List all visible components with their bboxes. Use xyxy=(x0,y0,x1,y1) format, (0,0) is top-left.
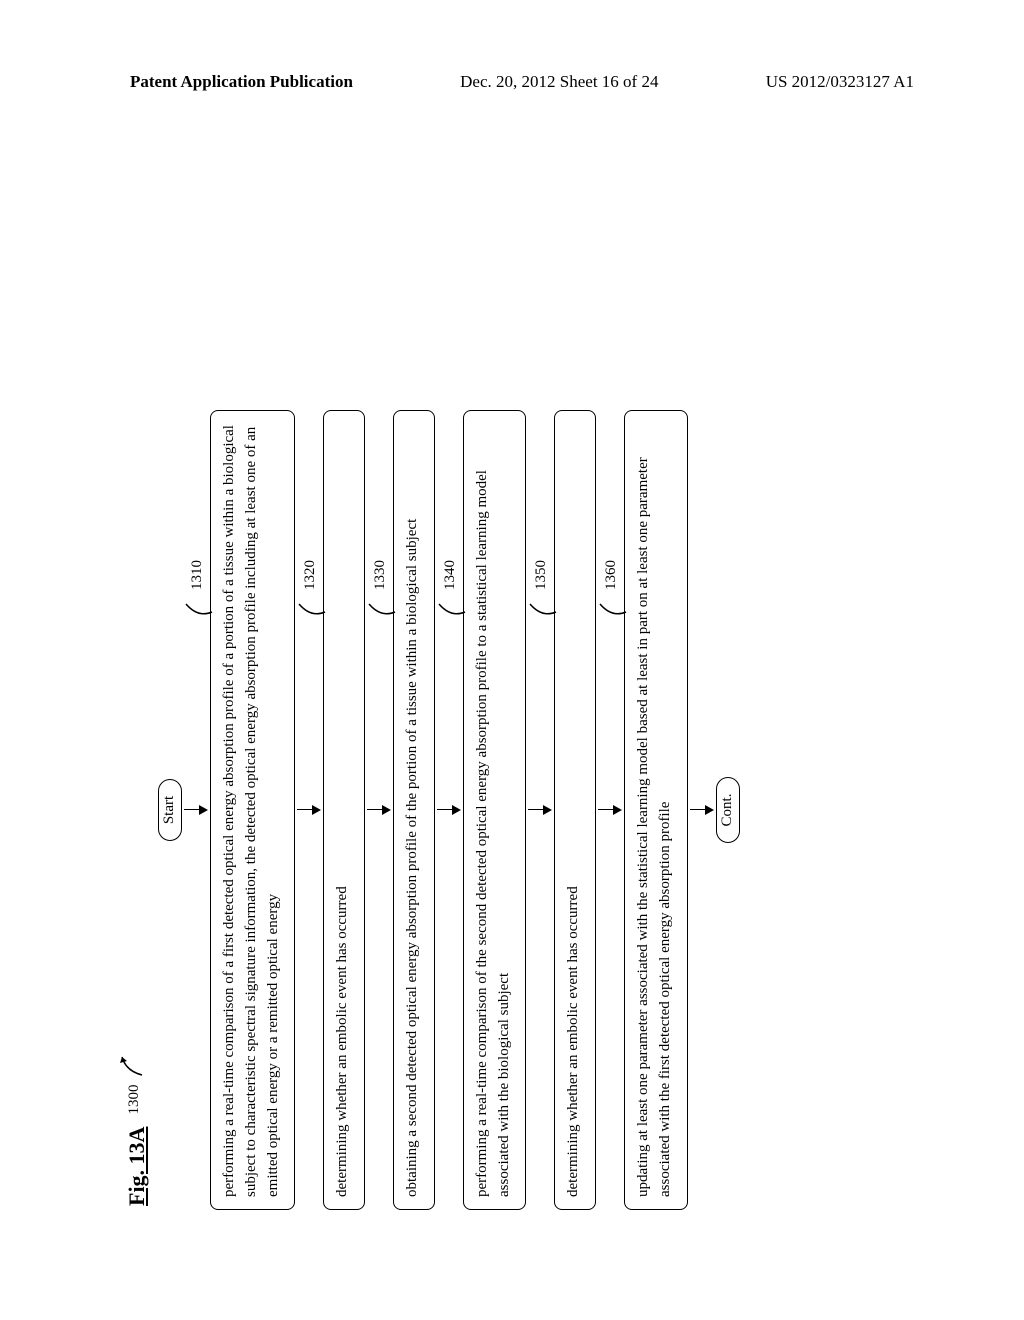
step-ref-callout: 1350 xyxy=(524,560,558,622)
arrow-down-icon xyxy=(184,805,208,815)
step-ref-number: 1310 xyxy=(189,560,206,590)
step-ref-number: 1320 xyxy=(302,560,319,590)
header-left: Patent Application Publication xyxy=(130,72,353,92)
header-right: US 2012/0323127 A1 xyxy=(766,72,914,92)
arrow-down-icon xyxy=(367,805,391,815)
figure-number: 1300 xyxy=(126,1085,143,1115)
step-row: 1340 performing a real-time comparison o… xyxy=(463,410,527,1210)
terminal-start: Start xyxy=(158,779,182,841)
terminal-continue: Cont. xyxy=(716,777,740,844)
header-center: Dec. 20, 2012 Sheet 16 of 24 xyxy=(460,72,658,92)
figure-label: Fig. 13A xyxy=(124,1127,150,1206)
step-row: 1330 obtaining a second detected optical… xyxy=(393,410,435,1210)
figure-number-callout: 1300 xyxy=(120,1035,150,1115)
page: Patent Application Publication Dec. 20, … xyxy=(0,0,1024,1320)
process-box: determining whether an embolic event has… xyxy=(323,410,365,1210)
figure-label-row: Fig. 13A 1300 xyxy=(120,170,150,1210)
curved-arrow-icon xyxy=(118,1049,146,1077)
process-box: obtaining a second detected optical ener… xyxy=(393,410,435,1210)
flowchart-rotated-stage: Fig. 13A 1300 Start 1310 pe xyxy=(120,170,920,1210)
arrow-down-icon xyxy=(598,805,622,815)
step-ref-callout: 1330 xyxy=(363,560,397,622)
leader-curve-icon xyxy=(433,594,467,622)
arrow-down-icon xyxy=(690,805,714,815)
leader-curve-icon xyxy=(180,594,214,622)
step-ref-number: 1350 xyxy=(533,560,550,590)
process-box: performing a real-time comparison of a f… xyxy=(210,410,295,1210)
flowchart: Start 1310 performing a real-time compar… xyxy=(158,410,740,1210)
arrow-down-icon xyxy=(297,805,321,815)
step-ref-number: 1330 xyxy=(372,560,389,590)
step-ref-number: 1360 xyxy=(603,560,620,590)
step-ref-number: 1340 xyxy=(442,560,459,590)
leader-curve-icon xyxy=(293,594,327,622)
process-box: performing a real-time comparison of the… xyxy=(463,410,527,1210)
process-box: determining whether an embolic event has… xyxy=(554,410,596,1210)
step-ref-callout: 1320 xyxy=(293,560,327,622)
step-ref-callout: 1360 xyxy=(594,560,628,622)
arrow-down-icon xyxy=(528,805,552,815)
arrow-down-icon xyxy=(437,805,461,815)
step-row: 1320 determining whether an embolic even… xyxy=(323,410,365,1210)
leader-curve-icon xyxy=(594,594,628,622)
leader-curve-icon xyxy=(524,594,558,622)
leader-curve-icon xyxy=(363,594,397,622)
process-box: updating at least one parameter associat… xyxy=(624,410,688,1210)
step-ref-callout: 1340 xyxy=(433,560,467,622)
page-header: Patent Application Publication Dec. 20, … xyxy=(0,72,1024,92)
step-ref-callout: 1310 xyxy=(180,560,214,622)
step-row: 1350 determining whether an embolic even… xyxy=(554,410,596,1210)
step-row: 1360 updating at least one parameter ass… xyxy=(624,410,688,1210)
step-row: 1310 performing a real-time comparison o… xyxy=(210,410,295,1210)
